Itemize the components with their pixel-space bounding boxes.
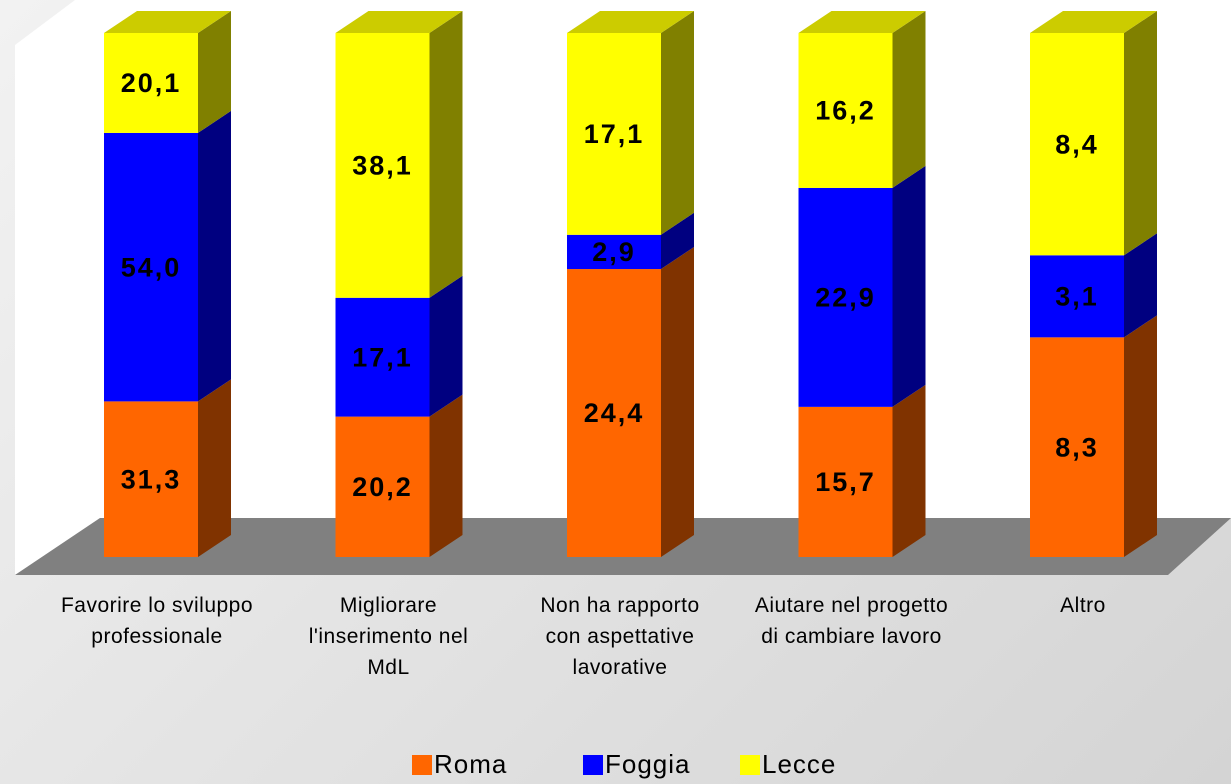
legend-label: Foggia <box>605 749 691 779</box>
x-tick-label: Altro <box>1060 594 1106 617</box>
bar-side <box>1124 11 1157 256</box>
bar <box>1030 255 1124 338</box>
legend-swatch <box>583 755 603 775</box>
legend-label: Roma <box>434 749 507 779</box>
bar-side <box>892 384 926 557</box>
data-label: 17,1 <box>352 342 413 372</box>
x-tick-label: Non ha rapporto con aspettative lavorati… <box>540 594 700 679</box>
bar <box>567 234 661 270</box>
bar <box>335 297 430 417</box>
bar-side <box>198 379 231 557</box>
data-label: 20,2 <box>352 472 413 502</box>
bar <box>567 33 661 235</box>
bar-side <box>429 11 463 298</box>
x-tick-label: Migliorare l'inserimento nel MdL <box>308 594 469 679</box>
x-tick-label: Favorire lo sviluppo professionale <box>60 594 254 648</box>
bar <box>798 187 893 407</box>
data-label: 16,2 <box>815 96 876 126</box>
bar-side <box>661 212 694 270</box>
bar <box>335 33 430 298</box>
bar <box>798 33 893 188</box>
bar-side <box>198 11 231 133</box>
bar-side <box>429 394 463 557</box>
bar <box>104 132 198 402</box>
bar-top <box>798 11 926 33</box>
data-label: 22,9 <box>815 283 876 313</box>
data-label: 24,4 <box>584 398 645 428</box>
data-label: 15,7 <box>815 467 876 497</box>
data-label: 31,3 <box>121 464 182 494</box>
legend-label: Lecce <box>762 749 836 779</box>
bar <box>1030 33 1124 256</box>
bar-side <box>892 11 926 188</box>
bar-side <box>429 275 463 417</box>
data-label: 17,1 <box>584 119 645 149</box>
legend-swatch <box>740 755 760 775</box>
bar <box>104 401 198 557</box>
bar-side <box>661 247 694 557</box>
bar <box>104 33 198 133</box>
bar-side <box>661 11 694 235</box>
bar-side <box>198 110 231 402</box>
bar-side <box>1124 315 1157 557</box>
data-label: 2,9 <box>592 237 636 267</box>
bar-side <box>892 165 926 407</box>
legend-swatch <box>412 755 432 775</box>
data-label: 20,1 <box>121 68 182 98</box>
data-label: 54,0 <box>121 252 182 282</box>
bar-top <box>335 11 463 33</box>
data-label: 38,1 <box>352 151 413 181</box>
bar-top <box>1030 11 1157 33</box>
data-label: 3,1 <box>1055 281 1099 311</box>
bar <box>798 406 893 557</box>
x-tick-label: Aiutare nel progetto di cambiare lavoro <box>754 594 949 648</box>
bar-side <box>1124 233 1157 338</box>
data-label: 8,4 <box>1055 129 1099 159</box>
bar <box>1030 337 1124 557</box>
bar-top <box>104 11 231 33</box>
bar <box>335 416 430 557</box>
bar <box>567 269 661 557</box>
bar-top <box>567 11 694 33</box>
data-label: 8,3 <box>1055 432 1099 462</box>
